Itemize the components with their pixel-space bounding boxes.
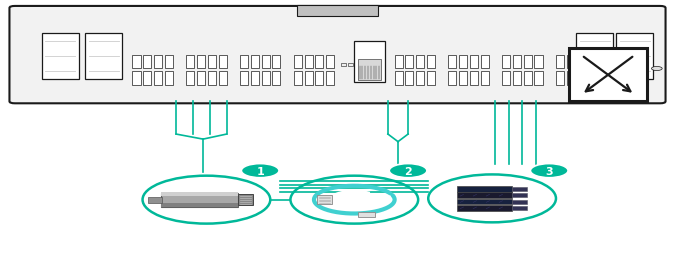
Bar: [132, 55, 140, 69]
Bar: [261, 72, 269, 86]
Bar: [535, 55, 543, 69]
Bar: [197, 72, 205, 86]
Bar: [272, 72, 280, 86]
Bar: [524, 55, 532, 69]
Bar: [457, 193, 512, 198]
Circle shape: [651, 67, 662, 71]
Bar: [457, 186, 512, 192]
Bar: [261, 55, 269, 69]
Bar: [416, 55, 424, 69]
Bar: [42, 34, 79, 79]
Circle shape: [389, 164, 427, 178]
Bar: [315, 55, 323, 69]
Bar: [556, 55, 564, 69]
Bar: [294, 55, 302, 69]
Bar: [208, 55, 216, 69]
Bar: [208, 72, 216, 86]
Bar: [348, 64, 353, 67]
Bar: [354, 42, 385, 83]
Bar: [358, 212, 375, 217]
Bar: [240, 72, 248, 86]
Bar: [326, 55, 334, 69]
Bar: [512, 200, 527, 204]
Bar: [161, 192, 238, 197]
Bar: [567, 72, 575, 86]
Bar: [524, 72, 532, 86]
Bar: [457, 199, 512, 204]
Bar: [470, 55, 478, 69]
Bar: [578, 55, 585, 69]
Bar: [481, 72, 489, 86]
Bar: [132, 72, 140, 86]
Bar: [219, 72, 227, 86]
Bar: [427, 55, 435, 69]
FancyBboxPatch shape: [9, 7, 666, 104]
Bar: [297, 6, 378, 17]
Bar: [272, 55, 280, 69]
Bar: [406, 55, 414, 69]
Bar: [513, 72, 521, 86]
Bar: [556, 72, 564, 86]
Bar: [457, 205, 512, 211]
Bar: [512, 187, 527, 191]
Bar: [395, 55, 403, 69]
Bar: [459, 72, 467, 86]
Bar: [416, 72, 424, 86]
Bar: [502, 55, 510, 69]
Bar: [448, 72, 456, 86]
Bar: [148, 197, 163, 203]
Bar: [481, 55, 489, 69]
Bar: [251, 72, 259, 86]
Bar: [197, 55, 205, 69]
Bar: [358, 60, 381, 81]
Bar: [304, 72, 313, 86]
Bar: [143, 72, 151, 86]
Bar: [535, 72, 543, 86]
Bar: [294, 72, 302, 86]
Bar: [406, 72, 414, 86]
Bar: [154, 55, 162, 69]
Bar: [570, 49, 647, 102]
Bar: [154, 72, 162, 86]
Bar: [317, 195, 332, 204]
Bar: [395, 72, 403, 86]
Bar: [616, 34, 653, 79]
Bar: [576, 34, 613, 79]
Bar: [341, 64, 346, 67]
Bar: [578, 72, 585, 86]
Bar: [165, 72, 173, 86]
Bar: [186, 72, 194, 86]
Text: 2: 2: [404, 166, 412, 176]
Text: 1: 1: [256, 166, 264, 176]
Bar: [238, 194, 253, 205]
Bar: [326, 72, 334, 86]
Bar: [588, 72, 596, 86]
Bar: [315, 72, 323, 86]
Bar: [219, 55, 227, 69]
Bar: [161, 193, 238, 207]
Bar: [512, 206, 527, 210]
Bar: [427, 72, 435, 86]
Bar: [86, 34, 122, 79]
Bar: [567, 55, 575, 69]
Bar: [186, 55, 194, 69]
Bar: [165, 55, 173, 69]
Bar: [513, 55, 521, 69]
Bar: [588, 55, 596, 69]
Bar: [459, 55, 467, 69]
Bar: [502, 72, 510, 86]
Bar: [143, 55, 151, 69]
Bar: [240, 55, 248, 69]
Bar: [251, 55, 259, 69]
Text: 3: 3: [545, 166, 553, 176]
Bar: [161, 203, 238, 207]
Bar: [470, 72, 478, 86]
Bar: [448, 55, 456, 69]
Bar: [512, 194, 527, 197]
Circle shape: [531, 164, 568, 178]
Bar: [304, 55, 313, 69]
Circle shape: [242, 164, 279, 178]
